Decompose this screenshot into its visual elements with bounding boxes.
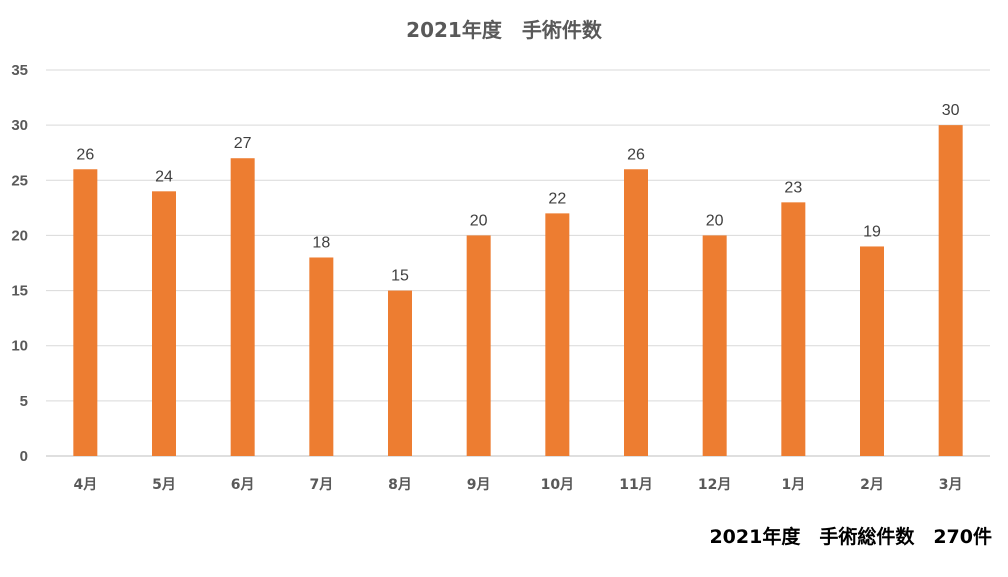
x-tick-label: 6月	[231, 477, 255, 493]
total-surgeries-note: 2021年度 手術総件数 270件	[709, 526, 992, 548]
x-tick-label: 9月	[467, 477, 491, 493]
y-tick-label: 10	[11, 338, 28, 355]
bar	[388, 290, 412, 456]
x-tick-label: 3月	[939, 477, 963, 493]
x-tick-label: 12月	[698, 477, 731, 493]
bars	[73, 125, 963, 457]
bar	[466, 235, 491, 456]
chart-title: 2021年度 手術件数	[406, 18, 603, 42]
y-tick-label: 25	[11, 172, 28, 189]
y-tick-label: 20	[11, 227, 28, 244]
x-tick-label: 8月	[388, 477, 412, 493]
bar	[545, 213, 570, 456]
data-label: 20	[470, 212, 488, 229]
data-label: 15	[391, 268, 409, 285]
x-tick-label: 5月	[152, 477, 176, 493]
data-labels: 26 24 27 18 15 20 22 26 20 23 19 30	[76, 102, 959, 284]
data-label: 26	[76, 146, 94, 163]
y-tick-label: 30	[11, 117, 28, 134]
x-tick-label: 1月	[781, 477, 805, 493]
bar	[152, 191, 176, 457]
data-label: 23	[784, 179, 802, 196]
y-tick-label: 15	[11, 283, 28, 300]
bar	[73, 169, 98, 456]
y-axis-ticks: 0 5 10 15 20 25 30 35	[11, 62, 28, 465]
bar	[781, 202, 806, 456]
x-tick-label: 2月	[860, 477, 884, 493]
data-label: 26	[627, 146, 645, 163]
x-tick-label: 7月	[309, 477, 333, 493]
gridlines	[46, 69, 990, 457]
y-tick-label: 5	[20, 393, 28, 410]
bar	[624, 169, 648, 456]
data-label: 19	[863, 223, 881, 240]
x-tick-label: 4月	[73, 477, 97, 493]
x-tick-label: 10月	[541, 477, 574, 493]
y-tick-label: 0	[20, 448, 28, 465]
data-label: 30	[942, 102, 960, 119]
data-label: 24	[155, 168, 173, 185]
bar	[702, 235, 727, 456]
x-tick-label: 11月	[619, 477, 652, 493]
data-label: 22	[548, 190, 566, 207]
data-label: 18	[312, 234, 330, 251]
data-label: 20	[706, 212, 724, 229]
bar	[860, 246, 884, 456]
bar	[230, 158, 255, 456]
x-axis-ticks: 4月 5月 6月 7月 8月 9月 10月 11月 12月 1月 2月 3月	[73, 477, 962, 493]
y-tick-label: 35	[11, 62, 28, 79]
bar	[309, 257, 334, 456]
bar	[938, 125, 963, 457]
data-label: 27	[234, 135, 252, 152]
